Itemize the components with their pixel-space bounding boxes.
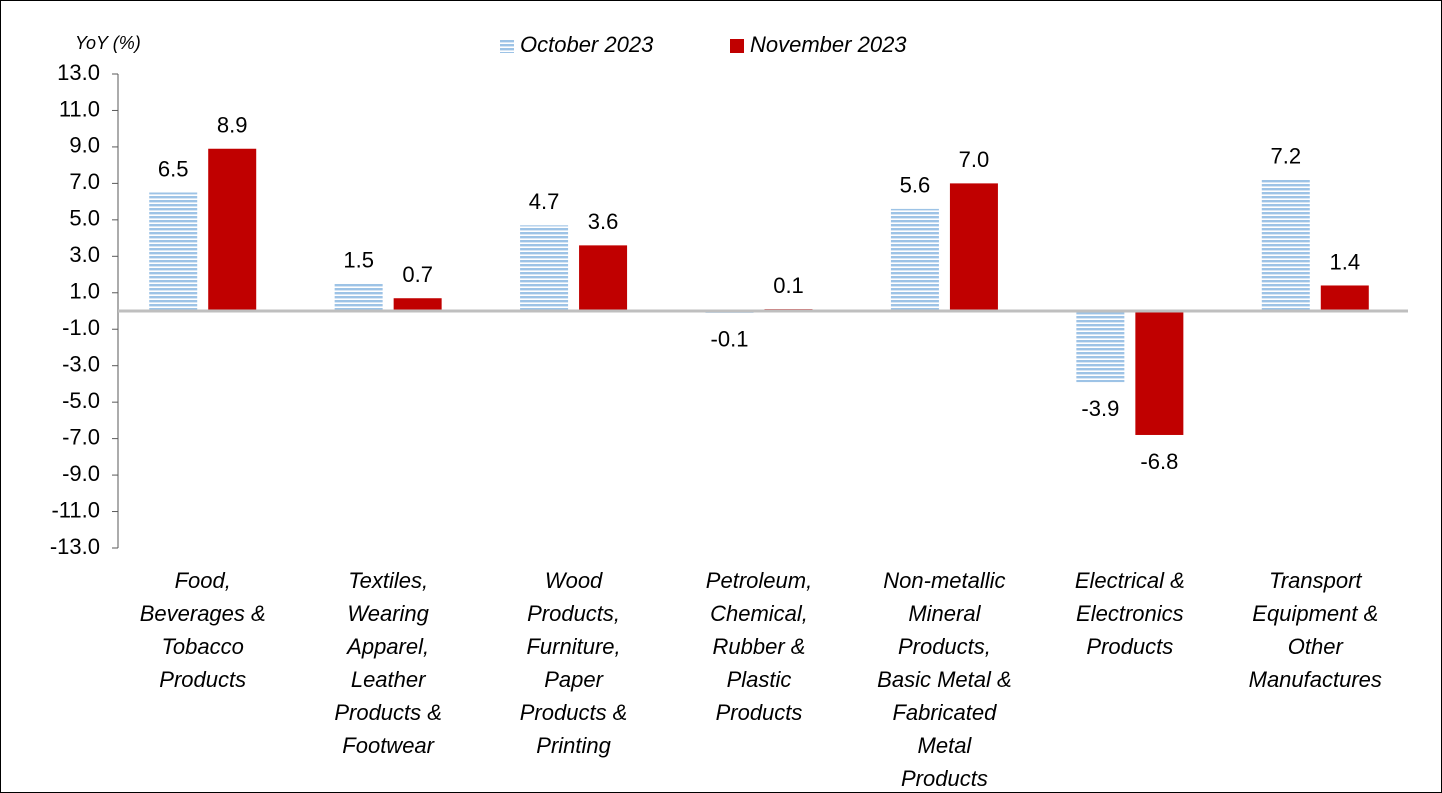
- legend-swatch: [730, 39, 744, 53]
- x-tick-label: Non-metallic Mineral Products, Basic Met…: [877, 568, 1012, 791]
- bar: [949, 183, 998, 311]
- bar: [208, 148, 257, 311]
- data-label: 5.6: [900, 173, 931, 198]
- x-tick-label: Transport Equipment & Other Manufactures: [1248, 568, 1382, 692]
- y-tick-label: -13.0: [50, 534, 100, 559]
- data-label: 7.0: [959, 147, 990, 172]
- y-tick-label: -1.0: [62, 315, 100, 340]
- x-tick-label: Electrical & Electronics Products: [1074, 568, 1185, 659]
- x-tick-label: Textiles, Wearing Apparel, Leather Produ…: [334, 568, 442, 758]
- bar: [149, 192, 198, 311]
- bar: [890, 208, 939, 311]
- bar: [393, 298, 442, 311]
- y-tick-label: 3.0: [69, 242, 100, 267]
- data-label: 6.5: [158, 156, 189, 181]
- y-tick-label: 7.0: [69, 169, 100, 194]
- bar: [1076, 311, 1125, 383]
- data-label: -0.1: [711, 327, 749, 352]
- y-tick-label: -5.0: [62, 388, 100, 413]
- legend-label: November 2023: [750, 32, 907, 57]
- y-tick-label: 1.0: [69, 279, 100, 304]
- data-label: 0.1: [773, 273, 804, 298]
- x-tick-label: Petroleum, Chemical, Rubber & Plastic Pr…: [705, 568, 813, 725]
- legend-swatch: [500, 39, 514, 53]
- y-tick-label: 13.0: [57, 60, 100, 85]
- data-label: 3.6: [588, 209, 619, 234]
- y-tick-label: 5.0: [69, 206, 100, 231]
- data-label: -3.9: [1081, 396, 1119, 421]
- bar: [579, 245, 628, 311]
- bar: [334, 283, 383, 311]
- y-tick-label: -7.0: [62, 424, 100, 449]
- data-label: -6.8: [1140, 449, 1178, 474]
- data-label: 4.7: [529, 189, 560, 214]
- y-axis-title: YoY (%): [75, 33, 141, 53]
- bar: [1135, 311, 1184, 435]
- bar: [1261, 179, 1310, 311]
- x-tick-label: Food, Beverages & Tobacco Products: [139, 568, 266, 692]
- data-label: 8.9: [217, 113, 248, 138]
- y-tick-label: -11.0: [51, 497, 100, 522]
- y-tick-label: 11.0: [59, 96, 100, 121]
- x-tick-label: Wood Products, Furniture, Paper Products…: [519, 568, 628, 758]
- y-tick-label: -9.0: [62, 461, 100, 486]
- data-label: 0.7: [402, 262, 433, 287]
- data-label: 1.4: [1329, 249, 1360, 274]
- y-tick-label: -3.0: [62, 352, 100, 377]
- legend-label: October 2023: [520, 32, 654, 57]
- y-tick-label: 9.0: [69, 133, 100, 158]
- data-label: 1.5: [343, 247, 374, 272]
- data-label: 7.2: [1270, 144, 1301, 169]
- bar: [520, 225, 569, 311]
- bar: [1320, 285, 1369, 311]
